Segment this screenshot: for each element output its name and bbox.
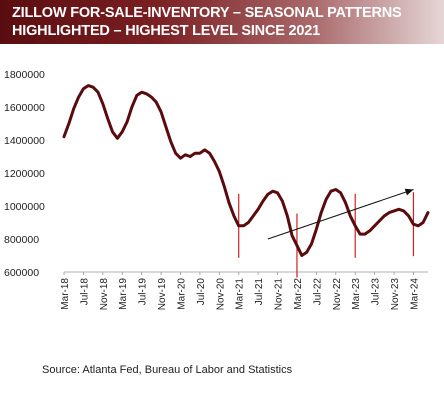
x-tick-label: Mar-23 bbox=[351, 278, 362, 310]
line-chart: 600000 800000 1000000 1200000 1400000 1600000… bbox=[4, 69, 430, 311]
x-tick-label: Mar-20 bbox=[176, 278, 187, 310]
x-tick-label: Nov-19 bbox=[157, 278, 168, 311]
x-tick-label: Jul-18 bbox=[79, 278, 90, 306]
x-tick-label: Jul-22 bbox=[312, 278, 323, 306]
x-tick-label: Nov-22 bbox=[332, 278, 343, 311]
x-tick-label: Mar-22 bbox=[293, 278, 304, 310]
y-tick-label: 600000 bbox=[4, 267, 39, 279]
trend-arrow-head bbox=[404, 188, 414, 196]
y-tick-label: 800000 bbox=[4, 234, 39, 246]
inventory-line bbox=[62, 84, 430, 257]
x-tick-label: Mar-18 bbox=[60, 278, 71, 310]
x-tick-label: Mar-24 bbox=[409, 278, 420, 310]
x-tick-label: Nov-21 bbox=[274, 278, 285, 311]
x-tick-label: Jul-19 bbox=[138, 278, 149, 306]
x-tick-label: Jul-21 bbox=[254, 278, 265, 306]
x-tick-label: Nov-23 bbox=[390, 278, 401, 311]
source-note: Source: Atlanta Fed, Bureau of Labor and… bbox=[42, 364, 293, 376]
y-tick-label: 1600000 bbox=[4, 102, 45, 114]
x-tick-label: Nov-18 bbox=[99, 278, 110, 311]
x-tick-label: Jul-20 bbox=[196, 278, 207, 306]
y-tick-label: 1400000 bbox=[4, 135, 45, 147]
chart-title: ZILLOW FOR-SALE-INVENTORY – SEASONAL PAT… bbox=[12, 5, 402, 39]
y-tick-label: 1200000 bbox=[4, 168, 45, 180]
x-tick-label: Mar-21 bbox=[235, 278, 246, 310]
chart-area: 600000 800000 1000000 1200000 1400000 1600000… bbox=[0, 50, 444, 370]
title-banner: ZILLOW FOR-SALE-INVENTORY – SEASONAL PAT… bbox=[0, 0, 444, 44]
y-tick-label: 1000000 bbox=[4, 201, 45, 213]
y-tick-label: 1800000 bbox=[4, 69, 45, 81]
x-tick-label: Mar-19 bbox=[118, 278, 129, 310]
trend-arrow-line bbox=[267, 189, 414, 240]
x-tick-label: Nov-20 bbox=[215, 278, 226, 311]
x-tick-label: Jul-23 bbox=[371, 278, 382, 306]
